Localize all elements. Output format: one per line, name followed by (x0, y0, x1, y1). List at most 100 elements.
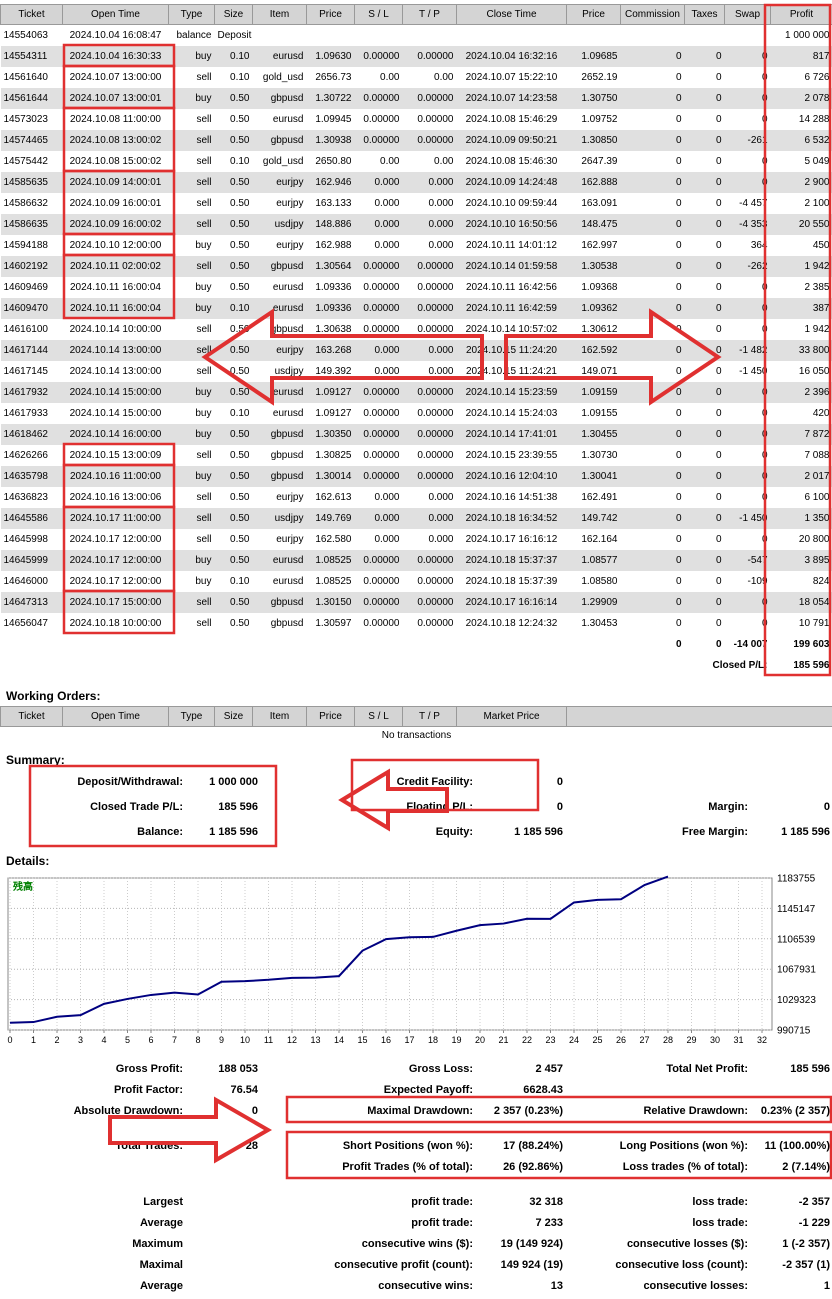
stat-value: 0.23% (2 357) (760, 1104, 830, 1117)
stat-value: -2 357 (1) (782, 1258, 830, 1271)
cell-close-time: 2024.10.16 12:04:10 (465, 470, 558, 482)
cell-size: 0.10 (230, 50, 250, 62)
cell-sl: 0.000 (374, 239, 400, 251)
cell-close-price: 1.09155 (581, 407, 618, 419)
chart-x-tick-label: 32 (757, 1035, 767, 1045)
cell-price: 1.08525 (315, 554, 352, 566)
cell-profit: 2 078 (804, 92, 830, 104)
cell-price: 149.769 (315, 512, 352, 524)
cell-taxes: 0 (715, 449, 722, 461)
stat-value: -2 357 (798, 1195, 830, 1208)
cell-taxes: 0 (715, 512, 722, 524)
summary-table: Deposit/Withdrawal: 1 000 000 Credit Facil… (0, 769, 832, 844)
cell-size: 0.50 (230, 554, 250, 566)
cell-sl: 0.00000 (363, 575, 400, 587)
cell-open-time: 2024.10.08 15:00:02 (69, 155, 162, 167)
cell-ticket: 14609470 (3, 302, 49, 314)
working-orders-title: Working Orders: (6, 688, 101, 703)
chart-y-tick-label: 1183755 (777, 874, 816, 885)
chart-x-tick-label: 23 (545, 1035, 555, 1045)
cell-price: 1.09127 (315, 407, 352, 419)
cell-swap: 0 (761, 281, 768, 293)
cell-price: 1.09127 (315, 386, 352, 398)
trade-row: 14645999 2024.10.17 12:00:00 buy 0.50 eurusd… (0, 549, 832, 571)
chart-x-tick-label: 6 (148, 1035, 153, 1045)
trade-row: 14602192 2024.10.11 02:00:02 sell 0.50 gbpus… (0, 255, 832, 277)
cell-sl: 0.00000 (363, 386, 400, 398)
cell-type: buy (195, 575, 212, 587)
cell-size: 0.50 (230, 239, 250, 251)
cell-type: sell (196, 344, 212, 356)
cell-type: buy (195, 92, 212, 104)
chart-x-tick-label: 17 (404, 1035, 414, 1045)
cell-taxes: 0 (715, 260, 722, 272)
cell-commission: 0 (675, 302, 682, 314)
stat-label: Profit Factor: (113, 1083, 183, 1096)
cell-sl: 0.000 (374, 533, 400, 545)
stat-value: 149 924 (19) (500, 1258, 563, 1271)
trades-table-body: 14554063 2024.10.04 16:08:47 balance Deposi… (0, 25, 832, 676)
trade-row: 14554311 2024.10.04 16:30:33 buy 0.10 eurusd… (0, 45, 832, 67)
cell-taxes: 0 (715, 50, 722, 62)
cell-price: 1.30722 (315, 92, 352, 104)
cell-ticket: 14554063 (3, 29, 49, 41)
cell-commission: 0 (675, 218, 682, 230)
cell-size: 0.50 (230, 113, 250, 125)
cell-price: 1.08525 (315, 575, 352, 587)
cell-sl: 0.000 (374, 197, 400, 209)
stat-label: Short Positions (won %): (342, 1139, 473, 1152)
chart-x-tick-label: 2 (54, 1035, 59, 1045)
cell-sl: 0.00000 (363, 407, 400, 419)
cell-close-time: 2024.10.18 15:37:37 (465, 554, 558, 566)
cell-type: sell (196, 197, 212, 209)
cell-close-price: 1.30750 (581, 92, 618, 104)
cell-close-time: 2024.10.15 23:39:55 (465, 449, 558, 461)
stat-label: Maximal (139, 1258, 183, 1271)
stat-label: loss trade: (692, 1216, 748, 1229)
stat-label: loss trade: (692, 1195, 748, 1208)
cell-close-time: 2024.10.09 09:50:21 (465, 134, 558, 146)
cell-type: buy (195, 407, 212, 419)
cell-sl: 0.00000 (363, 113, 400, 125)
cell-close-price: 1.29909 (581, 596, 618, 608)
cell-price: 162.580 (315, 533, 352, 545)
cell-tp: 0.00000 (417, 428, 454, 440)
stat-row: Maximal consecutive profit (count): 149 92… (0, 1254, 832, 1275)
stat-row: Total Trades: 28 Short Positions (won %): 1… (0, 1135, 832, 1156)
cell-profit: 1 942 (804, 260, 830, 272)
cell-close-price: 162.997 (581, 239, 618, 251)
stat-label: Expected Payoff: (383, 1083, 473, 1096)
stat-label: Total Net Profit: (666, 1062, 748, 1075)
summary-value (750, 769, 832, 794)
cell-close-price: 163.091 (581, 197, 618, 209)
cell-tp: 0.00000 (417, 449, 454, 461)
cell-commission: 0 (675, 575, 682, 587)
chart-x-tick-label: 21 (498, 1035, 508, 1045)
cell-commission: 0 (675, 260, 682, 272)
cell-size: 0.50 (230, 491, 250, 503)
trade-row: 14575442 2024.10.08 15:00:02 sell 0.10 gold_… (1, 151, 832, 172)
cell-tp: 0.00000 (417, 92, 454, 104)
cell-swap: 0 (761, 155, 768, 167)
stat-value (185, 1191, 260, 1212)
cell-item: gbpusd (270, 323, 304, 335)
cell-tp: 0.00 (434, 155, 454, 167)
stat-value: 76.54 (230, 1083, 258, 1096)
cell-size: 0.50 (230, 365, 250, 377)
cell-open-time: 2024.10.09 16:00:01 (69, 197, 162, 209)
trade-row: 14646000 2024.10.17 12:00:00 buy 0.10 eurusd… (1, 571, 832, 592)
stat-value: 6628.43 (523, 1083, 563, 1096)
cell-sl: 0.000 (374, 218, 400, 230)
cell-close-price: 1.08580 (581, 575, 618, 587)
cell-swap: -4 457 (739, 197, 768, 209)
cell-commission: 0 (675, 491, 682, 503)
cell-tp: 0.000 (428, 197, 454, 209)
cell-close-time: 2024.10.15 11:24:21 (465, 365, 557, 377)
cell-item: gbpusd (270, 92, 304, 104)
stat-value: 1 (-2 357) (782, 1237, 830, 1250)
cell-price: 1.30014 (315, 470, 352, 482)
cell-taxes: 0 (715, 239, 722, 251)
totals-row: 0 0 -14 007 199 603 (1, 634, 832, 655)
wo-column-header-filler (566, 705, 832, 727)
